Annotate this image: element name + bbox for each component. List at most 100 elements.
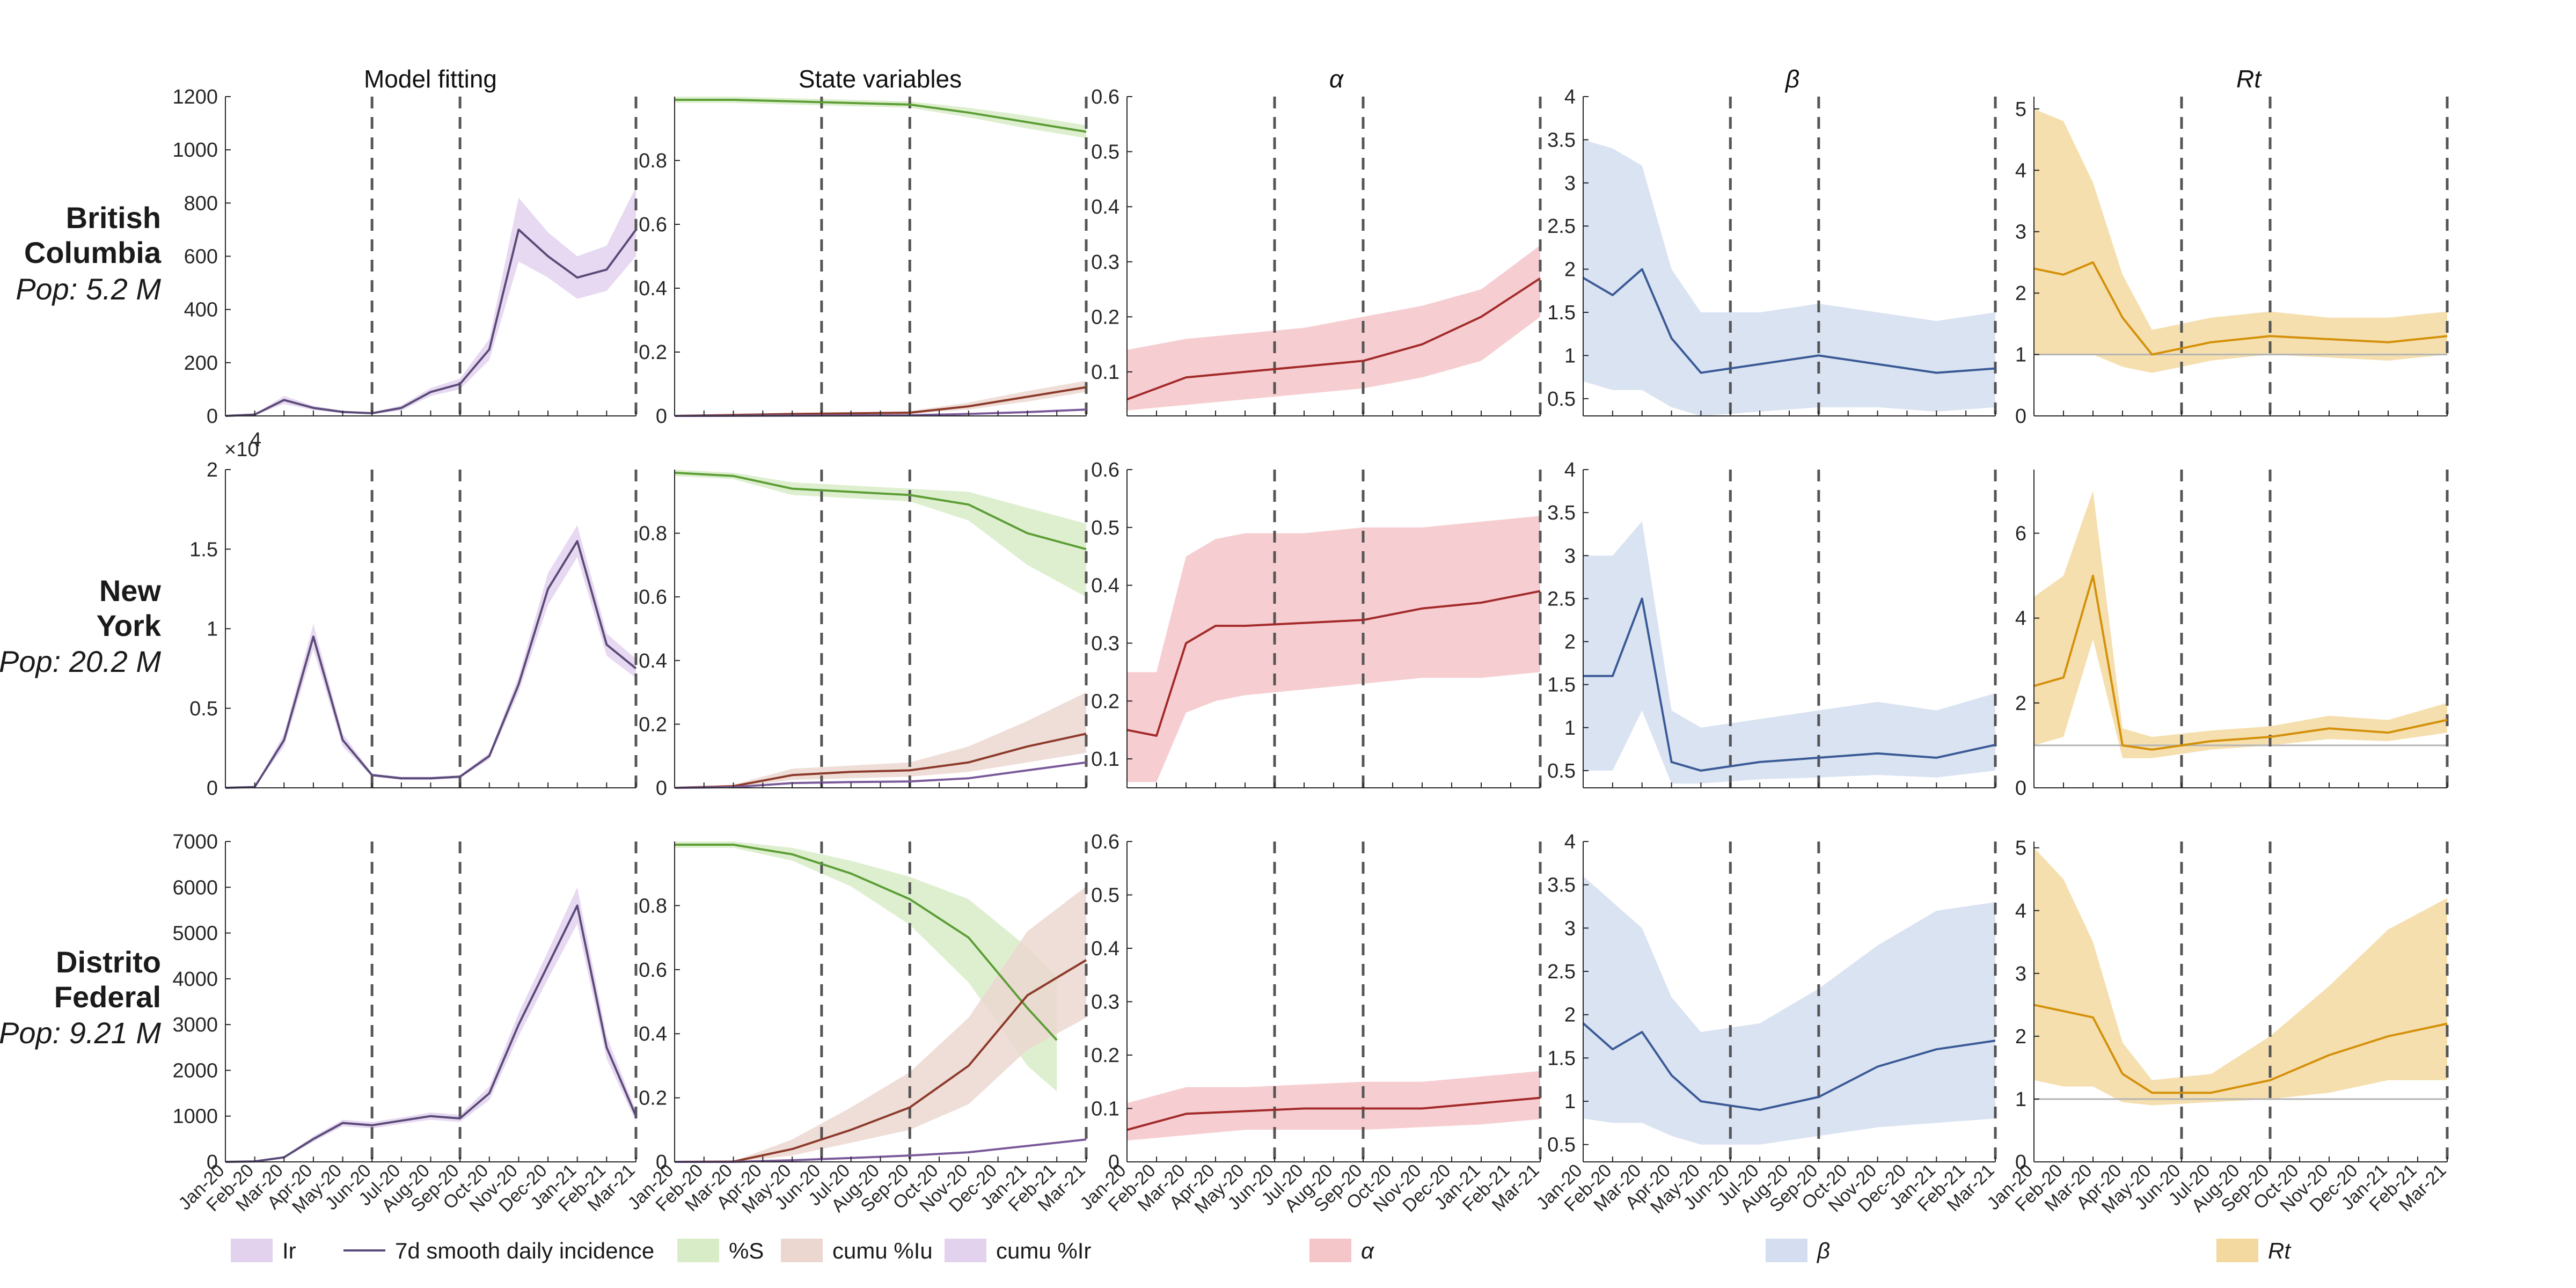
panel-1-0: 0 0.5 1 1.5 2	[189, 459, 638, 800]
y-tick-label: 0	[656, 405, 667, 428]
panel-0-1: 0 0.2 0.4 0.6 0.8	[639, 97, 1088, 428]
legend-item: 7d smooth daily incidence	[343, 1238, 654, 1263]
series-line	[2033, 574, 2448, 751]
legend-item: cumu %Iu	[781, 1238, 933, 1263]
row-name-line1: British	[66, 201, 161, 235]
y-tick-label: 5	[2015, 98, 2026, 121]
uncertainty-band	[675, 692, 1086, 788]
y-tick-label: 0	[2015, 1151, 2026, 1174]
column-title-model-fitting: Model fitting	[364, 65, 497, 93]
y-tick-label: 0.5	[1091, 517, 1119, 539]
series-line	[1583, 597, 1996, 772]
y-tick-label: 5	[2015, 837, 2026, 860]
series-line	[2033, 261, 2448, 356]
y-tick-label: 0.6	[1091, 86, 1119, 108]
panel-2-2: 00.10.20.30.40.50.6Jan-20Feb-20Mar-20Apr…	[1076, 831, 1543, 1218]
y-tick-label: 6	[2015, 523, 2026, 545]
y-tick-label: 0	[2015, 405, 2026, 428]
legend-label: Ir	[282, 1238, 296, 1263]
y-tick-label: 2	[1564, 259, 1576, 281]
y-tick-label: 0.2	[1091, 690, 1119, 713]
y-tick-label: 4	[2015, 900, 2026, 923]
uncertainty-band	[2034, 491, 2447, 758]
legend-swatch	[945, 1239, 986, 1262]
row-population: Pop: 5.2 M	[16, 272, 161, 306]
y-tick-label: 2.5	[1547, 961, 1576, 983]
ny-exponent-label: ×10 4	[224, 429, 261, 461]
y-tick-label: 0.1	[1091, 1098, 1119, 1121]
panel-2-0: 01000200030004000500060007000Jan-20Feb-2…	[172, 831, 639, 1218]
legend-item: β	[1766, 1238, 1830, 1263]
y-tick-label: 3	[1564, 917, 1576, 940]
y-tick-label: 3	[2015, 963, 2026, 985]
y-tick-label: 0.1	[1091, 361, 1119, 384]
row-population: Pop: 9.21 M	[0, 1016, 161, 1050]
y-tick-label: 0.5	[1547, 388, 1576, 411]
y-tick-label: 1000	[172, 139, 218, 162]
panel-grid: 02004006008001000120000.20.40.60.80.10.2…	[172, 86, 2450, 1218]
y-tick-label: 4	[1564, 86, 1576, 108]
legend-label: cumu %Iu	[832, 1238, 933, 1263]
column-titles: Model fitting State variables α β Rt	[364, 65, 2262, 93]
series-line	[1582, 1022, 1996, 1111]
y-tick-label: 0.2	[639, 341, 667, 364]
y-tick-label: 4	[1564, 831, 1576, 853]
y-tick-label: 0.8	[639, 895, 667, 917]
panel-1-1: 0 0.2 0.4 0.6 0.8	[639, 470, 1088, 800]
legend-label: %S	[729, 1238, 764, 1263]
panel-0-4: 0 1 2 3 4 5	[2015, 97, 2449, 428]
y-tick-label: 7000	[172, 831, 218, 853]
uncertainty-band	[225, 525, 636, 788]
y-tick-label: 0.6	[639, 959, 667, 982]
y-tick-label: 3.5	[1547, 874, 1576, 897]
y-tick-label: 0.8	[639, 150, 667, 172]
y-tick-label: 3	[2015, 221, 2026, 244]
series-line	[225, 904, 637, 1163]
series-line	[1126, 1096, 1541, 1131]
legend-label: 7d smooth daily incidence	[395, 1238, 654, 1263]
series-line	[675, 99, 1087, 133]
legend-label: cumu %Ir	[996, 1238, 1091, 1263]
y-tick-label: 2	[2015, 692, 2026, 715]
y-tick-label: 3	[1564, 172, 1576, 195]
legend-item: α	[1309, 1238, 1374, 1263]
legend-swatch	[1766, 1239, 1807, 1262]
row-name-line2: York	[97, 609, 162, 642]
legend-swatch	[781, 1239, 823, 1262]
y-tick-label: 1.5	[189, 538, 218, 561]
legend-label: Rt	[2268, 1238, 2292, 1263]
y-tick-label: 0.3	[1091, 632, 1119, 655]
panel-1-3: 0.5 1 1.5 2 2.5 3 3.5 4	[1547, 459, 1997, 788]
uncertainty-band	[675, 841, 1057, 1092]
row-name-line1: New	[99, 574, 162, 608]
y-tick-label: 0	[207, 777, 218, 800]
uncertainty-band	[1583, 140, 1995, 416]
column-title-rt: Rt	[2236, 65, 2262, 93]
y-tick-label: 0	[656, 777, 667, 800]
y-tick-label: 1	[2015, 344, 2026, 367]
y-tick-label: 0.6	[1091, 459, 1119, 481]
y-tick-label: 0.4	[1091, 196, 1119, 218]
uncertainty-band	[2034, 847, 2447, 1106]
legend-item: cumu %Ir	[945, 1238, 1091, 1263]
y-tick-label: 0.3	[1091, 251, 1119, 274]
uncertainty-band	[1127, 245, 1540, 411]
y-tick-label: 1	[2015, 1088, 2026, 1111]
legend-item: Rt	[2216, 1238, 2292, 1263]
y-tick-label: 0	[207, 405, 218, 428]
series-line	[225, 540, 637, 789]
uncertainty-band	[675, 886, 1086, 1162]
series-line	[674, 733, 1087, 789]
exponent-base: ×10	[224, 438, 259, 461]
y-tick-label: 0.2	[1091, 1044, 1119, 1067]
legend-item: %S	[677, 1238, 764, 1263]
y-tick-label: 2	[1564, 631, 1576, 654]
y-tick-label: 4000	[172, 968, 218, 991]
y-tick-label: 3.5	[1547, 129, 1576, 151]
y-tick-label: 2	[2015, 282, 2026, 305]
y-tick-label: 600	[184, 246, 218, 268]
column-title-state-variables: State variables	[799, 65, 962, 93]
y-tick-label: 0	[207, 1151, 218, 1174]
uncertainty-band	[675, 470, 1086, 597]
